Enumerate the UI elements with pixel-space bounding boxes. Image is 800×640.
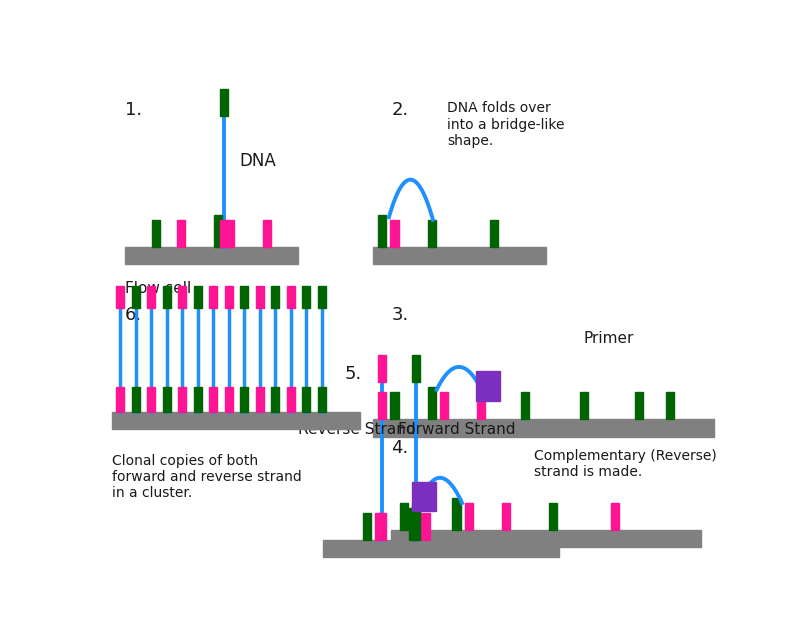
Bar [391, 530, 702, 547]
Bar [318, 387, 326, 412]
Bar [610, 503, 618, 530]
Bar [502, 503, 510, 530]
Bar [112, 412, 360, 429]
Bar [378, 215, 386, 247]
Bar [125, 247, 298, 264]
Bar [323, 540, 558, 557]
Bar [271, 387, 279, 412]
Bar [147, 387, 155, 412]
Bar [635, 392, 643, 419]
Bar [378, 513, 386, 540]
Bar [440, 392, 448, 419]
Text: DNA: DNA [239, 152, 276, 170]
Text: Forward Strand: Forward Strand [398, 422, 515, 437]
Bar [241, 387, 249, 412]
Bar [428, 220, 436, 247]
Bar [220, 220, 228, 247]
Bar [362, 513, 370, 540]
Bar [302, 286, 310, 308]
Bar [318, 286, 326, 308]
Bar [287, 387, 295, 412]
Bar [478, 392, 486, 419]
Bar [271, 286, 279, 308]
Bar [178, 387, 186, 412]
Bar [241, 286, 249, 308]
Bar [178, 286, 186, 308]
Bar [666, 392, 674, 419]
Text: DNA folds over
into a bridge-like
shape.: DNA folds over into a bridge-like shape. [447, 101, 565, 148]
Text: 2.: 2. [391, 101, 409, 120]
Bar [256, 286, 264, 308]
Bar [225, 286, 233, 308]
Bar [226, 220, 234, 247]
Bar [453, 498, 461, 530]
Bar [412, 503, 420, 530]
Bar [132, 387, 140, 412]
Text: 6.: 6. [125, 306, 142, 324]
Bar [117, 387, 125, 412]
Bar [147, 286, 155, 308]
Bar [422, 513, 430, 540]
Text: Clonal copies of both
forward and reverse strand
in a cluster.: Clonal copies of both forward and revers… [112, 454, 302, 500]
Bar [263, 220, 271, 247]
Text: Flow cell: Flow cell [125, 282, 191, 296]
Text: Reverse Strand: Reverse Strand [298, 422, 416, 437]
Bar [256, 387, 264, 412]
Text: Primer: Primer [584, 331, 634, 346]
Bar [378, 392, 386, 419]
Bar [373, 419, 714, 436]
Bar [378, 355, 386, 382]
Bar [476, 371, 500, 401]
Bar [152, 220, 160, 247]
Bar [375, 513, 383, 540]
Text: 5.: 5. [345, 365, 362, 383]
Bar [373, 247, 546, 264]
Text: 3.: 3. [391, 306, 409, 324]
Bar [117, 286, 125, 308]
Bar [490, 220, 498, 247]
Bar [132, 286, 140, 308]
Bar [413, 482, 436, 511]
Bar [163, 387, 171, 412]
Bar [194, 286, 202, 308]
Bar [302, 387, 310, 412]
Bar [163, 286, 171, 308]
Bar [220, 89, 228, 116]
Bar [225, 387, 233, 412]
Bar [390, 392, 398, 419]
Bar [465, 503, 473, 530]
Bar [210, 286, 218, 308]
Bar [412, 508, 420, 540]
Bar [400, 503, 408, 530]
Bar [412, 355, 420, 382]
Bar [194, 387, 202, 412]
Bar [390, 220, 398, 247]
Bar [521, 392, 529, 419]
Text: 1.: 1. [125, 101, 142, 120]
Bar [177, 220, 185, 247]
Text: 4.: 4. [391, 439, 409, 457]
Bar [428, 387, 436, 419]
Bar [287, 286, 295, 308]
Bar [579, 392, 588, 419]
Bar [409, 508, 417, 540]
Bar [549, 503, 557, 530]
Bar [210, 387, 218, 412]
Bar [214, 215, 222, 247]
Text: Complementary (Reverse)
strand is made.: Complementary (Reverse) strand is made. [534, 449, 717, 479]
